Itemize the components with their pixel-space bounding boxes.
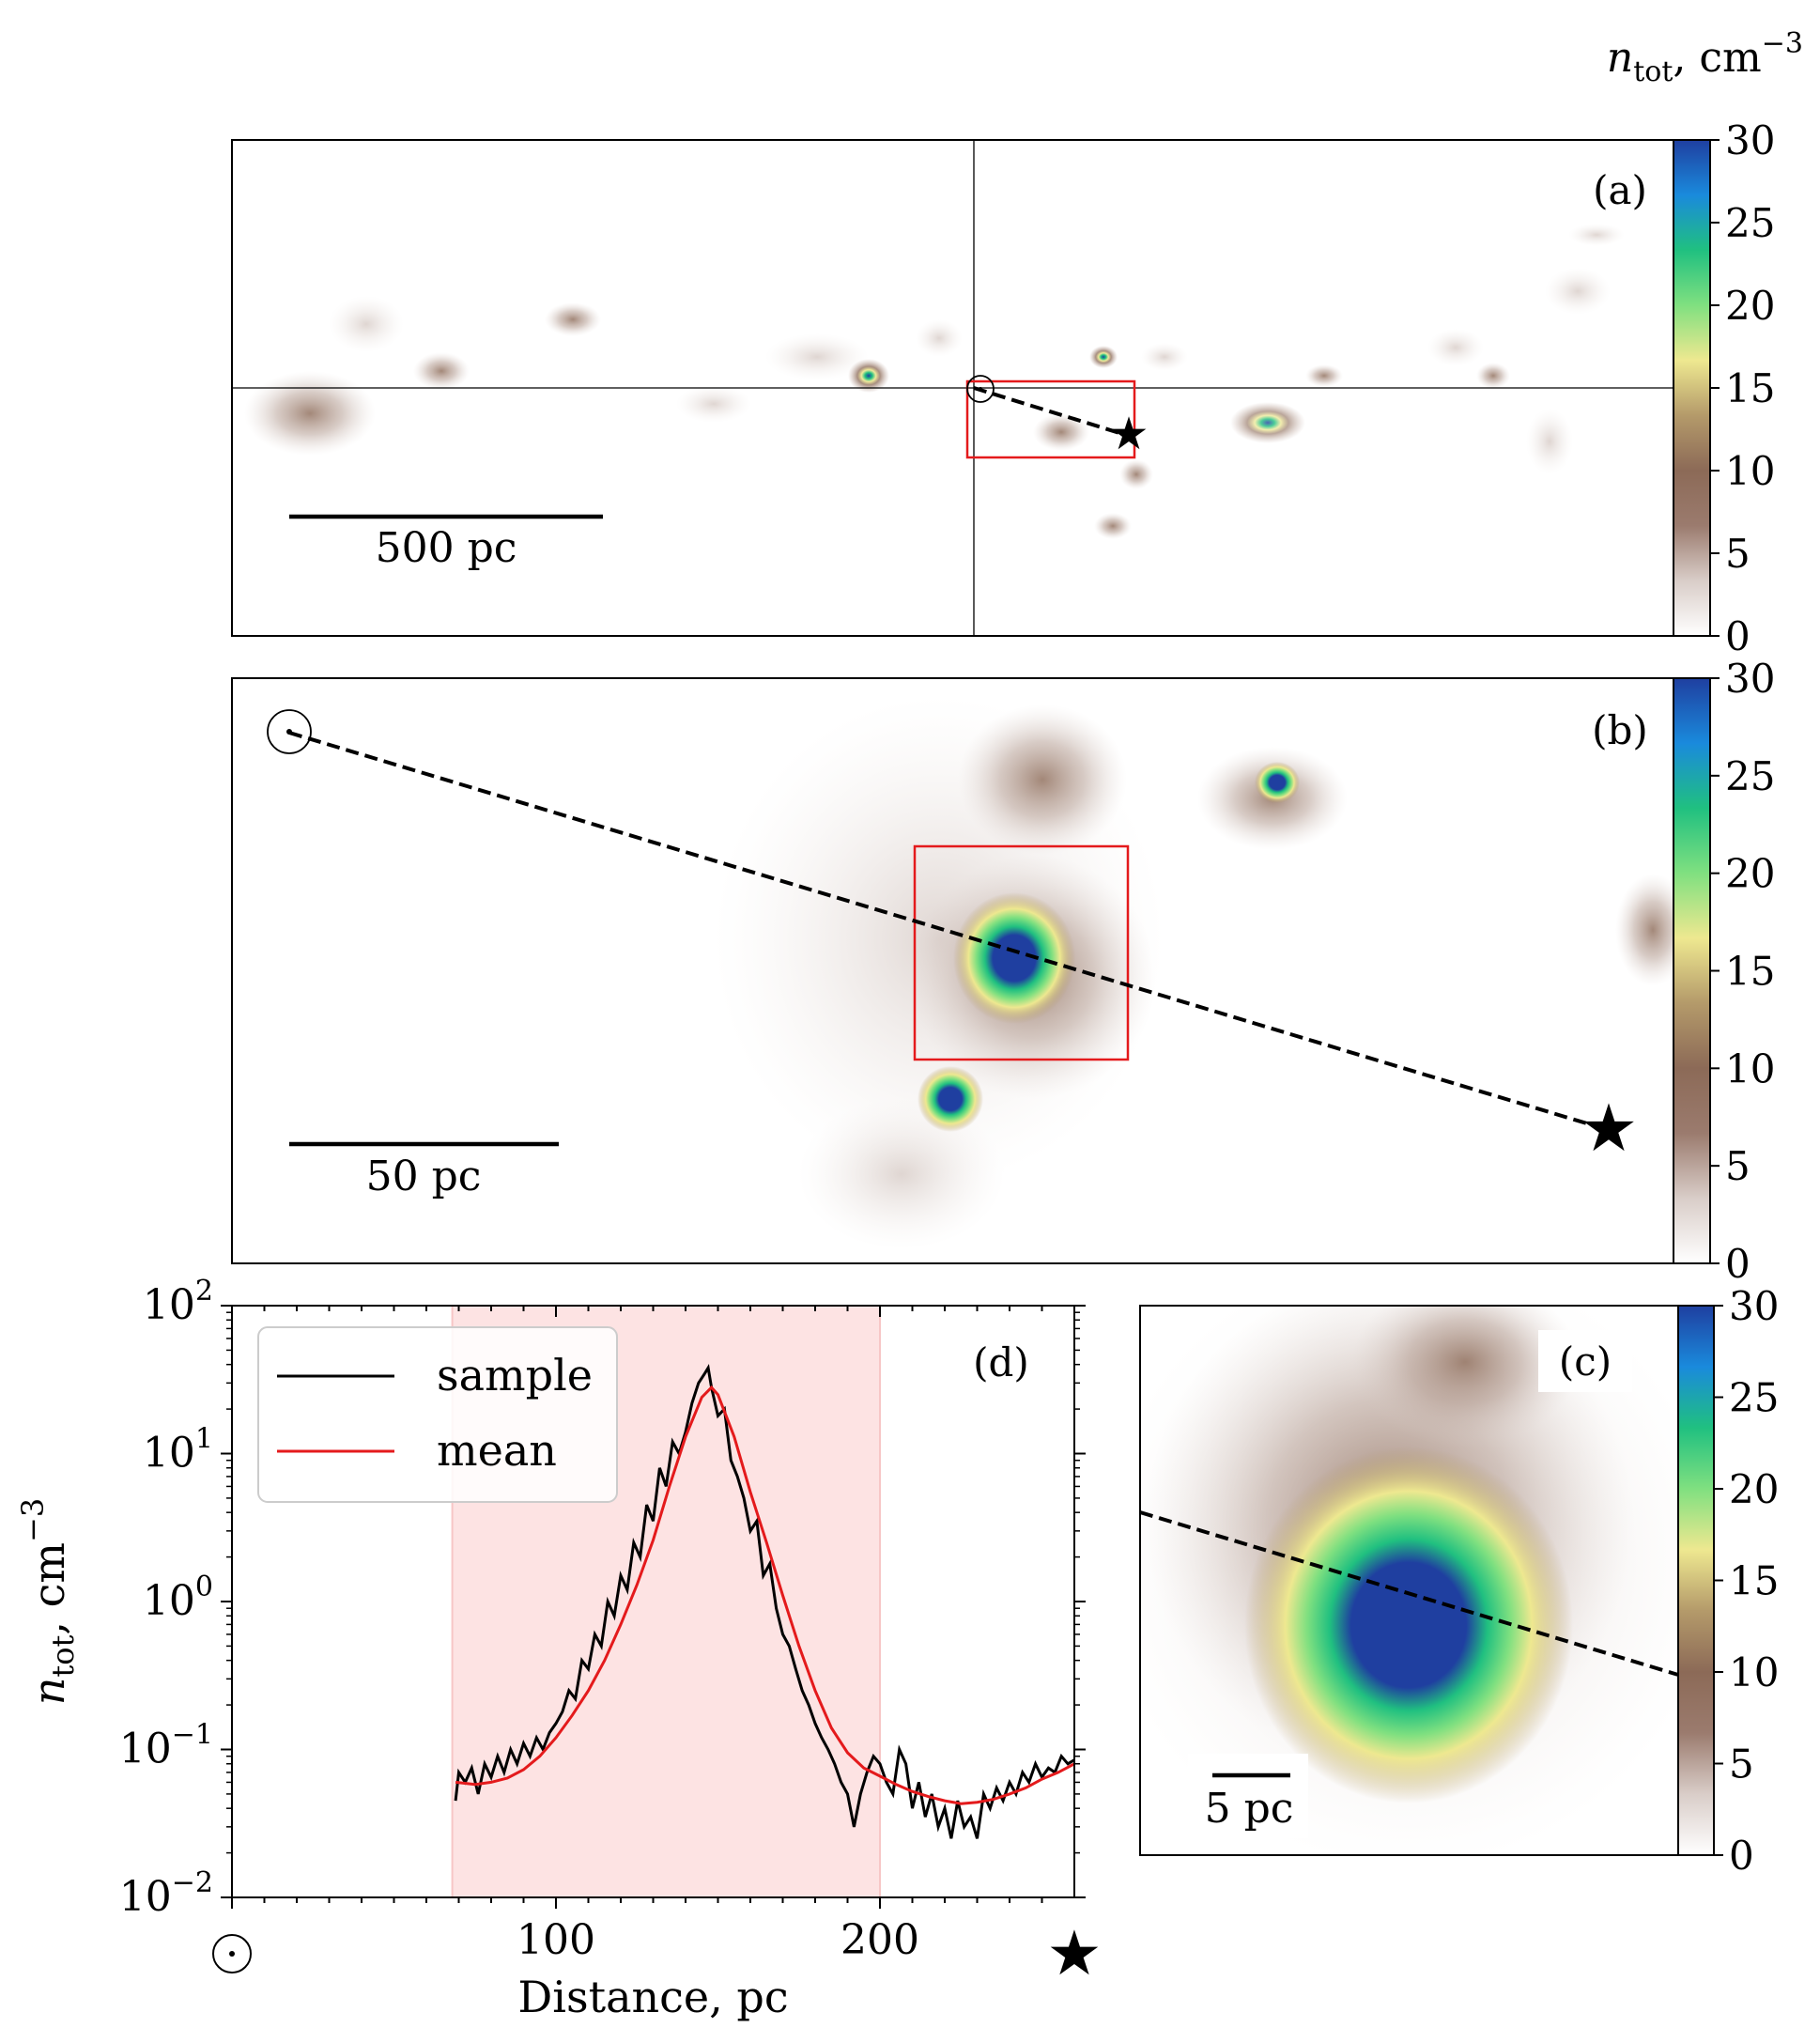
y-tick-label: 10−2 [119,1866,213,1921]
panel-a: ★ 500 pc (a) [231,139,1674,637]
y-tick-label: 10−1 [119,1719,213,1773]
panel-c-map [1140,1306,1678,1855]
panel-c-scalebar-label: 5 pc [1205,1785,1294,1833]
colorbar-title-sub: tot [1633,55,1673,88]
panel-b-map [714,695,1673,1249]
panel-b-scalebar-label: 50 pc [366,1153,482,1200]
panel-b: ★ 50 pc (b) [231,677,1674,1264]
colorbar-gradient [1673,139,1711,637]
colorbar-tick-label: 25 [1729,1375,1779,1421]
colorbar-tick-label: 15 [1725,365,1775,411]
colorbar-gradient [1677,1305,1715,1856]
colorbar-tick-label: 0 [1725,613,1751,659]
colorbar-tick-label: 25 [1725,200,1775,246]
colorbar-tick-label: 20 [1729,1466,1779,1512]
colorbar-title-base: n [1607,34,1633,82]
legend-label-mean: mean [437,1425,557,1476]
colorbar-tick-label: 15 [1725,949,1775,995]
colorbar-tick-label: 20 [1725,851,1775,897]
panel-a-map [244,224,1625,539]
colorbar-tick-label: 20 [1725,283,1775,329]
colorbar-title-rest: , cm [1673,34,1761,82]
axis-sun-marker [212,1934,252,1973]
y-tick-label: 100 [143,1571,213,1625]
x-tick-label: 100 [517,1916,595,1964]
colorbar-tick-label: 0 [1729,1833,1754,1879]
plot-frame [231,1305,1075,1898]
axis-star-marker: ★ [1046,1917,1102,1989]
colorbar-a: 0 5 10 15 20 25 30 [1673,117,1775,659]
colorbar-tick-label: 0 [1725,1241,1751,1287]
legend-label-sample: sample [437,1350,593,1401]
panel-a-label: (a) [1593,167,1647,213]
colorbar-b: 0 5 10 15 20 25 30 [1673,656,1775,1287]
y-axis-label: ntot, cm−3 [15,1498,81,1705]
legend: sample mean [257,1326,618,1503]
colorbar-tick-label: 30 [1725,656,1775,702]
colorbar-title-sup: −3 [1762,27,1803,60]
panel-d: 100 200 10−2 10−1 100 101 102 Distance, pc ntot,… [15,1275,1103,2022]
panel-a-sun-marker [966,375,995,403]
colorbar-tick-label: 25 [1725,753,1775,799]
colorbar-tick-label: 30 [1729,1283,1779,1329]
panel-d-label: (d) [973,1339,1029,1385]
colorbar-tick-label: 10 [1725,448,1775,494]
colorbar-tick-label: 5 [1729,1741,1754,1788]
colorbar-c: 0 5 10 15 20 25 30 [1677,1283,1779,1879]
colorbar-tick-label: 5 [1725,531,1751,577]
series-line-mean [455,1385,1074,1805]
colorbar-gradient [1673,677,1711,1264]
colorbar-tick-label: 10 [1725,1045,1775,1091]
legend-box [257,1326,618,1503]
colorbar-tick-label: 10 [1729,1649,1779,1695]
panel-a-scalebar-label: 500 pc [376,524,517,572]
colorbar-tick-label: 15 [1729,1558,1779,1604]
x-axis-label: Distance, pc [517,1972,788,2022]
y-tick-label: 102 [143,1275,213,1329]
panel-c-label: (c) [1559,1339,1612,1385]
colorbar-tick-label: 5 [1725,1143,1751,1189]
panel-b-label: (b) [1592,707,1648,753]
panel-c: 5 pc (c) [1139,1305,1679,1856]
axis-sun-marker-dot [229,1951,235,1957]
y-tick-label: 101 [143,1423,213,1478]
panel-a-star-marker: ★ [1108,408,1149,460]
colorbar-tick-label: 30 [1725,117,1775,163]
colorbar-title: ntot, cm−3 [1607,27,1803,88]
x-tick-label: 200 [841,1916,919,1964]
panel-b-star-marker: ★ [1580,1090,1639,1167]
series-line-sample [454,1363,1074,1839]
panel-b-sun-marker [267,709,312,754]
